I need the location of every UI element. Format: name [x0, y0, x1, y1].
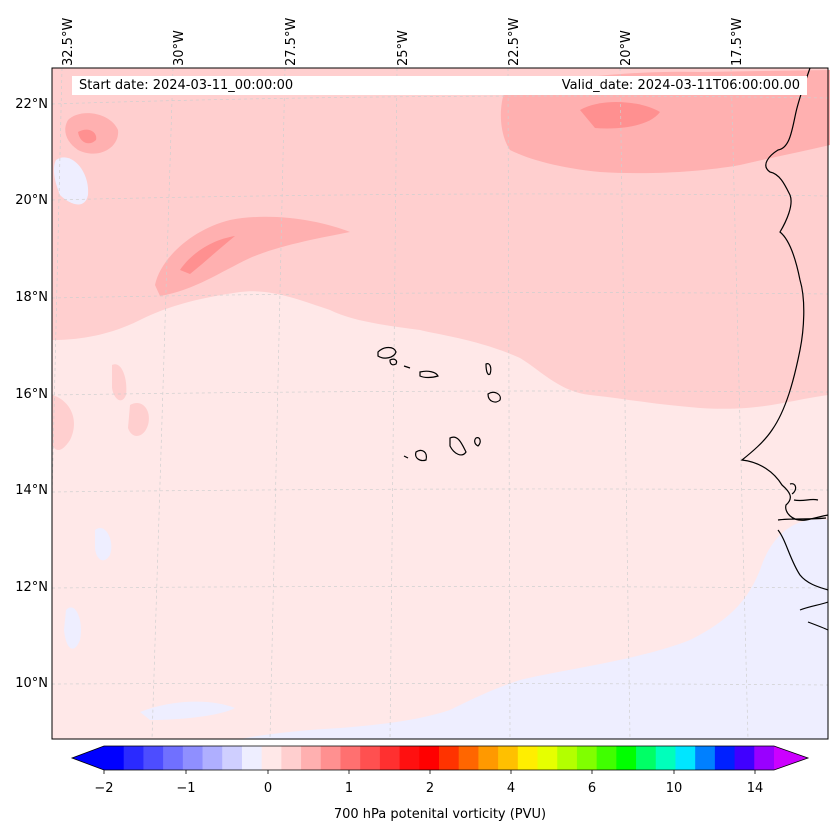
- pv-contour-low-se: [240, 519, 828, 739]
- graticule: [51, 67, 829, 740]
- colorbar-swatch: [360, 746, 381, 770]
- colorbar-tick-label: 2: [425, 781, 435, 796]
- colorbar-tick-label: −1: [176, 781, 196, 796]
- pv-contour-streak-core: [180, 236, 235, 274]
- pv-contour-band-east: [500, 70, 830, 174]
- colorbar-swatch: [379, 746, 401, 770]
- longitude-label: 30°W: [172, 30, 187, 66]
- valid-date-text: Valid_date: 2024-03-11T06:00:00.00: [561, 78, 800, 93]
- latitude-label: 14°N: [15, 483, 48, 498]
- gambia-guinea-coast: [777, 483, 827, 521]
- latitude-label: 16°N: [15, 387, 48, 402]
- colorbar-swatch: [498, 746, 519, 770]
- island-sal: [485, 363, 492, 376]
- colorbar-swatch: [399, 746, 420, 770]
- colorbar-swatch: [576, 746, 598, 770]
- pv-contour-blob-west-2: [128, 402, 149, 436]
- colorbar-swatch: [695, 746, 716, 770]
- coastlines: [377, 67, 829, 631]
- colorbar-swatch: [202, 746, 223, 770]
- longitude-label: 27.5°W: [284, 17, 299, 66]
- colorbar: [70, 745, 810, 774]
- colorbar-swatch: [104, 746, 125, 770]
- colorbar-title: 700 hPa potenital vorticity (PVU): [333, 807, 547, 822]
- colorbar-swatch: [636, 746, 657, 770]
- pv-contour-low-w1: [95, 528, 112, 561]
- island-santo-antao: [377, 346, 397, 359]
- island-sao-vicente: [389, 358, 398, 366]
- colorbar-swatch: [281, 746, 302, 770]
- longitude-label: 20°W: [619, 30, 634, 66]
- colorbar-tick-label: 6: [587, 781, 597, 796]
- colorbar-swatch: [734, 746, 755, 770]
- colorbar-swatch: [557, 746, 578, 770]
- colorbar-swatch: [163, 746, 184, 770]
- colorbar-extend-high: [774, 746, 808, 770]
- island-maio: [474, 437, 481, 447]
- pv-contour-streak: [155, 216, 350, 296]
- latitude-label: 22°N: [15, 97, 48, 112]
- longitude-label: 25°W: [396, 30, 411, 66]
- pv-contour-low-nw: [53, 157, 89, 205]
- island-brava: [403, 455, 409, 459]
- colorbar-swatch: [123, 746, 144, 770]
- map-border: [51, 67, 829, 740]
- colorbar-swatch: [261, 746, 282, 770]
- colorbar-swatch: [478, 746, 499, 770]
- colorbar-swatch: [301, 746, 322, 770]
- colorbar-extend-low: [72, 746, 104, 770]
- longitude-label: 32.5°W: [61, 17, 76, 66]
- colorbar-swatch: [517, 746, 539, 770]
- colorbar-tick-label: 10: [665, 781, 683, 796]
- longitude-label: 17.5°W: [730, 17, 745, 66]
- pv-contour-max-nw-core: [78, 129, 97, 144]
- island-sao-nicolau: [419, 370, 439, 379]
- pv-contour-low-sw: [140, 701, 235, 720]
- date-info-bar: Start date: 2024-03-11_00:00:00 Valid_da…: [72, 76, 807, 95]
- pv-contour-band-west: [52, 395, 74, 450]
- colorbar-swatch: [419, 746, 440, 770]
- colorbar-swatch: [754, 746, 775, 770]
- latitude-label: 12°N: [15, 580, 48, 595]
- island-santiago: [449, 436, 467, 456]
- colorbar-swatch: [143, 746, 164, 770]
- latitude-label: 18°N: [15, 290, 48, 305]
- colorbar-swatch: [458, 746, 479, 770]
- colorbar-swatch: [616, 746, 637, 770]
- colorbar-swatch: [655, 746, 676, 770]
- island-santa-luzia: [403, 365, 411, 369]
- colorbar-swatch: [182, 746, 204, 770]
- colorbar-swatch: [537, 746, 558, 770]
- colorbar-swatch: [714, 746, 736, 770]
- map-panel: [52, 68, 830, 739]
- start-date-text: Start date: 2024-03-11_00:00:00: [79, 78, 294, 93]
- african-coastline-south: [777, 529, 829, 631]
- pv-contour-blob-west: [112, 364, 127, 401]
- colorbar-swatch: [222, 746, 243, 770]
- colorbar-tick-label: 4: [506, 781, 516, 796]
- colorbar-swatch: [439, 746, 460, 770]
- colorbar-swatch: [675, 746, 696, 770]
- colorbar-tick-label: 0: [263, 781, 273, 796]
- latitude-label: 10°N: [15, 676, 48, 691]
- african-coastline: [740, 67, 829, 521]
- latitude-label: 20°N: [15, 193, 48, 208]
- colorbar-tick-label: −2: [94, 781, 114, 796]
- colorbar-tick-label: 14: [746, 781, 764, 796]
- pv-contour-low-w2: [64, 607, 81, 649]
- pv-contour-max-ne-core: [580, 101, 660, 129]
- island-fogo: [415, 449, 427, 462]
- colorbar-swatch: [241, 746, 263, 770]
- island-boa-vista: [487, 391, 501, 403]
- longitude-label: 22.5°W: [507, 17, 522, 66]
- colorbar-swatch: [340, 746, 361, 770]
- colorbar-swatch: [596, 746, 617, 770]
- colorbar-swatch: [320, 746, 341, 770]
- colorbar-tick-label: 1: [344, 781, 354, 796]
